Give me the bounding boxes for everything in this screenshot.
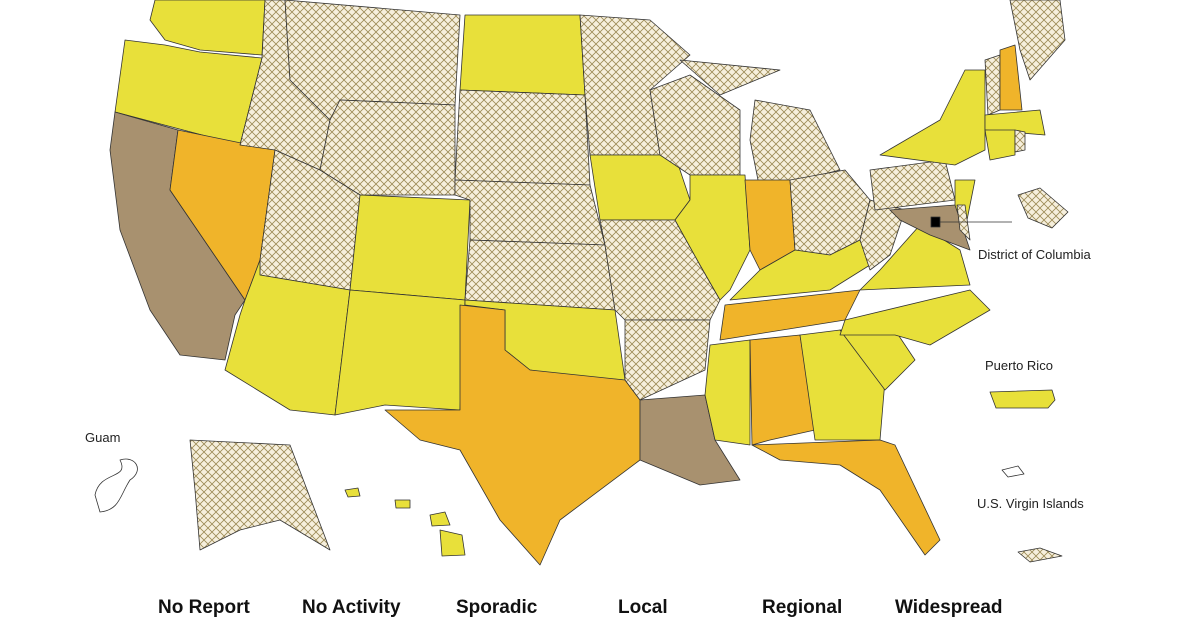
legend-label: Regional — [762, 597, 842, 618]
legend: No Report No Activity Sporadic Local Reg… — [158, 597, 1003, 618]
legend-label: Widespread — [895, 597, 1003, 618]
legend-label: No Report — [158, 597, 251, 618]
territory-label: District of Columbia — [978, 247, 1091, 262]
legend-label: Local — [618, 597, 668, 618]
territory-label: U.S. Virgin Islands — [977, 496, 1084, 511]
states — [94, 0, 1069, 566]
legend-label: No Activity — [302, 597, 401, 618]
legend-label: Sporadic — [456, 597, 538, 618]
territory-label: Puerto Rico — [985, 358, 1053, 373]
territory-label: Guam — [85, 430, 120, 445]
